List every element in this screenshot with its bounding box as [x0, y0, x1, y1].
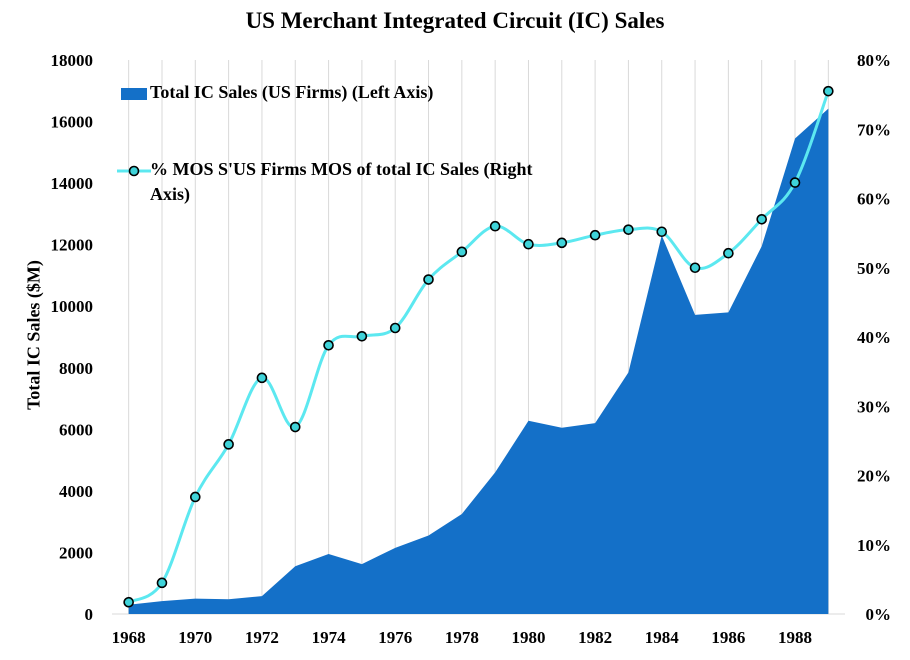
y-tick-label: 4000	[59, 482, 93, 501]
legend-line-label: % MOS S'US Firms MOS of total IC Sales (…	[150, 159, 533, 204]
x-tick-label: 1980	[511, 628, 545, 647]
line-series-point	[723, 247, 734, 259]
line-series-point	[289, 421, 301, 433]
y2-tick-label: 40%	[857, 328, 891, 347]
y-tick-label: 2000	[59, 543, 93, 562]
y-axis-label: Total IC Sales ($M)	[23, 260, 44, 410]
line-series-point	[556, 237, 568, 249]
x-tick-label: 1974	[312, 628, 347, 647]
x-tick-label: 1972	[245, 628, 279, 647]
line-series-point	[223, 439, 234, 450]
line-series-point	[589, 229, 601, 241]
x-tick-label: 1988	[778, 628, 812, 647]
line-series-point	[123, 596, 134, 608]
y2-tick-label: 0%	[866, 605, 892, 624]
y2-tick-label: 60%	[857, 190, 891, 209]
y-tick-label: 8000	[59, 359, 93, 378]
y-tick-label: 12000	[51, 236, 94, 255]
line-series-point	[623, 224, 634, 235]
y2-tick-label: 70%	[857, 120, 891, 139]
line-series-point	[456, 246, 468, 258]
line-series-point	[156, 577, 168, 589]
area-series	[128, 108, 829, 614]
y-tick-label: 10000	[51, 297, 94, 316]
y2-tick-label: 30%	[857, 397, 891, 416]
y-tick-label: 0	[85, 605, 94, 624]
legend-line-swatch	[117, 165, 151, 177]
line-series-point	[256, 372, 268, 384]
line-series-path	[127, 90, 830, 604]
x-tick-label: 1978	[445, 628, 479, 647]
y2-tick-label: 50%	[857, 259, 891, 278]
line-series-point	[389, 322, 401, 334]
line-series-point	[789, 177, 801, 188]
x-tick-label: 1976	[378, 628, 412, 647]
y-tick-label: 16000	[51, 113, 94, 132]
line-series-point	[356, 331, 368, 342]
x-tick-label: 1986	[711, 628, 745, 647]
chart-title: US Merchant Integrated Circuit (IC) Sale…	[245, 8, 665, 33]
line-series-point	[489, 220, 501, 232]
legend-area-swatch	[121, 88, 147, 100]
y-tick-label: 6000	[59, 420, 93, 439]
x-tick-label: 1982	[578, 628, 612, 647]
line-series	[123, 85, 834, 608]
x-tick-label: 1970	[178, 628, 212, 647]
line-series-point	[756, 213, 768, 225]
line-series-point	[656, 226, 668, 238]
line-series-point	[323, 340, 334, 351]
x-tick-labels: 1968 1970 1972 1974 1976 1978 1980 1982 1984 1986…	[112, 628, 812, 647]
line-series-point	[823, 85, 834, 97]
line-series-point	[423, 274, 434, 285]
y-tick-labels: 0 2000 4000 6000 8000 10000 12000 14000 16000 180…	[51, 51, 94, 624]
line-series-point	[523, 238, 534, 250]
y2-tick-label: 80%	[857, 51, 891, 70]
y2-tick-labels: 0% 10% 20% 30% 40% 50% 60% 70% 80%	[857, 51, 891, 624]
y-tick-label: 14000	[51, 174, 94, 193]
y2-tick-label: 10%	[857, 536, 891, 555]
legend-area-label: Total IC Sales (US Firms) (Left Axis)	[150, 82, 434, 102]
y-tick-label: 18000	[51, 51, 94, 70]
line-series-point	[189, 491, 201, 503]
line-series-point	[689, 262, 701, 274]
x-tick-label: 1968	[112, 628, 146, 647]
y2-tick-label: 20%	[857, 467, 891, 486]
x-tick-label: 1984	[645, 628, 680, 647]
area-series-path	[128, 108, 829, 614]
